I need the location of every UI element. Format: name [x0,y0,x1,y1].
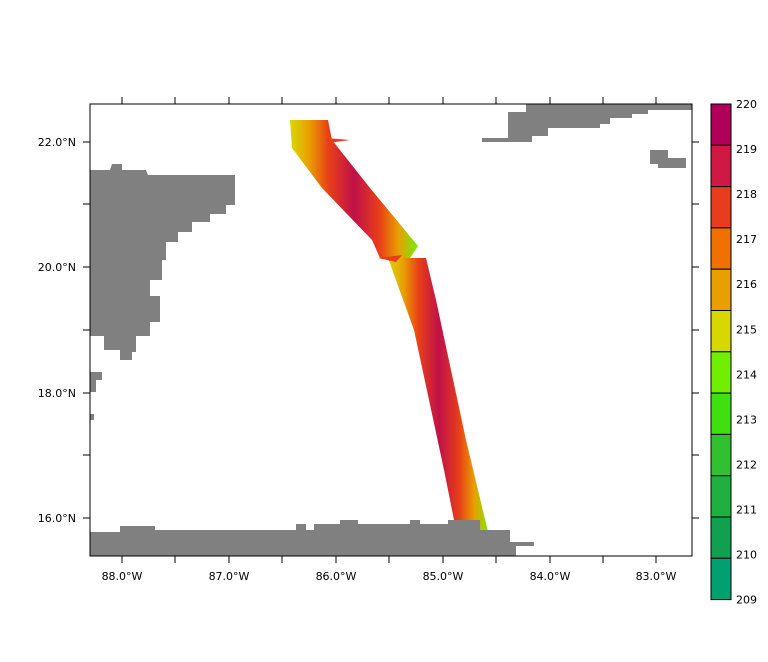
colorbar-label: 210 [736,549,757,562]
lat-label: 22.0°N [38,136,76,149]
lat-label: 18.0°N [38,387,76,400]
colorbar: 220 219 218 217 216 215 214 213 212 211 210 209 [710,98,757,607]
lon-label: 88.0°W [102,570,143,583]
colorbar-label: 218 [736,188,757,201]
swath-lower-segment [388,258,490,540]
land-yucatan [90,164,235,360]
colorbar-box [710,144,732,188]
lon-labels: 88.0°W 87.0°W 86.0°W 85.0°W 84.0°W 83.0°… [102,570,677,583]
land-isla-juventud [650,150,686,168]
land-islet-c [90,414,94,420]
land-mask [90,104,692,556]
lon-label: 87.0°W [209,570,250,583]
colorbar-box [710,516,732,559]
lon-label: 83.0°W [636,570,677,583]
map-frame [89,103,693,557]
colorbar-label: 211 [736,503,757,516]
colorbar-box [710,310,732,353]
colorbar-box [710,227,732,270]
lon-label: 84.0°W [530,570,571,583]
lat-label: 16.0°N [38,512,76,525]
colorbar-box [710,557,732,601]
colorbar-label: 209 [736,594,757,607]
colorbar-label: 219 [736,143,757,156]
colorbar-box [710,186,732,229]
colorbar-label: 214 [736,368,757,381]
colorbar-label: 216 [736,278,757,291]
colorbar-box [710,475,732,518]
land-cuba [482,104,692,142]
colorbar-label: 213 [736,413,757,426]
land-honduras [90,520,534,556]
swath-streak-mid [378,255,402,262]
lon-label: 85.0°W [423,570,464,583]
colorbar-label: 215 [736,323,757,336]
tick-marks [83,97,699,563]
lat-labels: 22.0°N 20.0°N 18.0°N 16.0°N [38,136,76,525]
swath-upper-segment [290,120,418,258]
swath-streak-north [326,138,350,143]
lat-label: 20.0°N [38,261,76,274]
colorbar-box [710,268,732,312]
colorbar-box [710,351,732,394]
land-islet-b [90,380,96,392]
colorbar-box [710,392,732,435]
colorbar-box [710,103,732,146]
satellite-swath [290,120,490,540]
colorbar-label: 220 [736,98,757,111]
colorbar-label: 217 [736,233,757,246]
land-islet-a [90,372,102,380]
lon-label: 86.0°W [316,570,357,583]
colorbar-box [710,433,732,477]
colorbar-label: 212 [736,458,757,471]
